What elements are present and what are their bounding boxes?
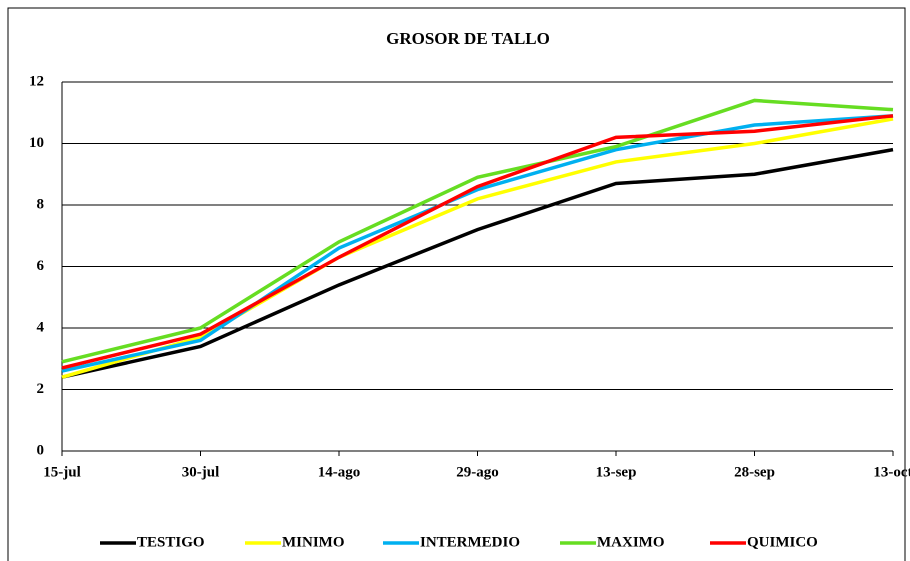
legend-label: INTERMEDIO (420, 534, 520, 550)
series-line (61, 147, 894, 379)
y-tick-label: 4 (37, 319, 45, 335)
legend-label: QUIMICO (747, 534, 818, 550)
y-tick-label: 6 (37, 258, 45, 274)
x-tick-label: 15-jul (43, 464, 81, 480)
x-tick-label: 29-ago (456, 464, 499, 480)
y-tick-label: 2 (37, 381, 45, 397)
series-line (61, 114, 894, 370)
y-tick-label: 10 (29, 135, 44, 151)
x-tick-label: 13-sep (596, 464, 637, 480)
legend-label: TESTIGO (137, 534, 205, 550)
y-tick-label: 12 (29, 73, 44, 89)
y-tick-label: 0 (37, 442, 45, 458)
y-tick-label: 8 (37, 196, 45, 212)
x-tick-label: 14-ago (318, 464, 361, 480)
series-line (61, 98, 894, 364)
x-tick-label: 13-oct (873, 464, 910, 480)
series-line (61, 114, 894, 373)
legend-label: MAXIMO (597, 534, 665, 550)
legend-label: MINIMO (282, 534, 345, 550)
x-tick-label: 30-jul (182, 464, 220, 480)
series-line (61, 117, 894, 379)
x-tick-label: 28-sep (734, 464, 775, 480)
chart-title: GROSOR DE TALLO (386, 29, 550, 48)
